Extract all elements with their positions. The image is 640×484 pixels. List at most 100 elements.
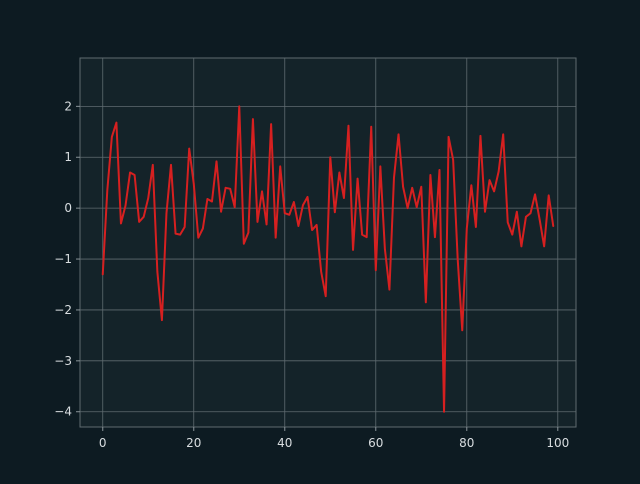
data-point xyxy=(511,233,514,236)
data-point xyxy=(179,233,181,236)
data-point xyxy=(115,121,118,124)
data-point xyxy=(161,319,163,321)
data-point xyxy=(138,221,140,223)
data-point xyxy=(438,169,441,171)
data-point xyxy=(252,118,254,120)
data-point xyxy=(315,224,318,226)
data-point xyxy=(133,174,136,176)
data-point xyxy=(465,227,468,230)
data-point xyxy=(543,245,545,248)
series-line xyxy=(101,105,555,413)
data-point xyxy=(224,186,227,189)
y-tick-label: −2 xyxy=(54,303,72,317)
y-tick-label: −4 xyxy=(54,405,72,419)
data-point xyxy=(170,164,172,166)
data-point xyxy=(547,194,550,197)
data-point xyxy=(361,233,363,236)
data-point xyxy=(525,215,527,218)
data-point xyxy=(293,201,295,203)
data-point xyxy=(420,185,423,188)
data-point xyxy=(502,133,504,136)
data-point xyxy=(215,160,218,163)
x-tick-label: 60 xyxy=(368,436,383,450)
data-point xyxy=(393,176,395,179)
data-point xyxy=(429,174,432,176)
data-point xyxy=(443,410,445,413)
data-point xyxy=(238,105,241,108)
x-tick-label: 100 xyxy=(546,436,569,450)
data-point xyxy=(434,236,436,238)
data-point xyxy=(302,204,304,206)
data-point xyxy=(320,270,322,273)
data-point xyxy=(311,229,313,231)
data-point xyxy=(306,196,309,198)
axis-ticks: 0 20 40 60 80 100 −4 −3 −2 −1 0 1 2 xyxy=(54,99,569,450)
data-point xyxy=(120,222,122,225)
data-point xyxy=(279,165,282,168)
data-point xyxy=(192,182,195,185)
y-tick-label: 2 xyxy=(64,99,72,113)
data-point xyxy=(142,215,145,218)
data-point xyxy=(356,177,359,180)
data-point xyxy=(229,188,231,190)
series xyxy=(101,105,555,413)
y-tick-label: 1 xyxy=(64,150,72,164)
data-point xyxy=(152,164,154,166)
data-point xyxy=(206,198,209,200)
data-point xyxy=(243,242,245,245)
data-point xyxy=(388,288,391,291)
data-point xyxy=(124,204,127,207)
data-point xyxy=(538,218,541,221)
data-point xyxy=(147,197,150,199)
data-point xyxy=(497,170,500,173)
data-point xyxy=(456,258,459,260)
data-point xyxy=(329,156,332,159)
data-point xyxy=(233,206,236,208)
data-point xyxy=(270,123,272,125)
data-point xyxy=(165,212,168,215)
data-point xyxy=(374,269,377,272)
x-tick-label: 80 xyxy=(459,436,474,450)
data-point xyxy=(211,200,213,203)
data-point xyxy=(534,193,536,196)
data-point xyxy=(261,190,263,193)
data-point xyxy=(552,225,555,227)
data-point xyxy=(461,329,464,332)
data-point xyxy=(415,206,418,208)
data-point xyxy=(506,221,509,224)
x-tick-label: 40 xyxy=(277,436,292,450)
data-point xyxy=(347,124,350,127)
data-point xyxy=(343,197,345,199)
data-point xyxy=(479,135,482,137)
data-point xyxy=(397,133,400,136)
data-point xyxy=(220,210,222,213)
data-point xyxy=(425,301,427,304)
grid xyxy=(80,58,576,427)
data-point xyxy=(411,186,413,189)
data-point xyxy=(324,295,327,297)
data-point xyxy=(338,171,341,174)
data-point xyxy=(111,136,113,138)
data-point xyxy=(406,207,409,209)
y-tick-label: 0 xyxy=(64,201,72,215)
data-point xyxy=(452,158,454,161)
data-point xyxy=(365,236,368,238)
data-point xyxy=(197,236,200,239)
data-point xyxy=(247,231,250,234)
data-point xyxy=(283,212,286,215)
data-point xyxy=(265,223,268,226)
data-point xyxy=(516,210,518,213)
data-point xyxy=(183,226,186,228)
data-point xyxy=(288,213,291,216)
data-point xyxy=(188,147,191,150)
data-point xyxy=(352,249,354,251)
data-point xyxy=(488,179,491,181)
data-point xyxy=(379,165,382,168)
data-point xyxy=(256,221,259,223)
data-point xyxy=(129,171,131,174)
data-point xyxy=(470,184,473,187)
data-point xyxy=(174,232,177,235)
data-point xyxy=(447,136,450,138)
